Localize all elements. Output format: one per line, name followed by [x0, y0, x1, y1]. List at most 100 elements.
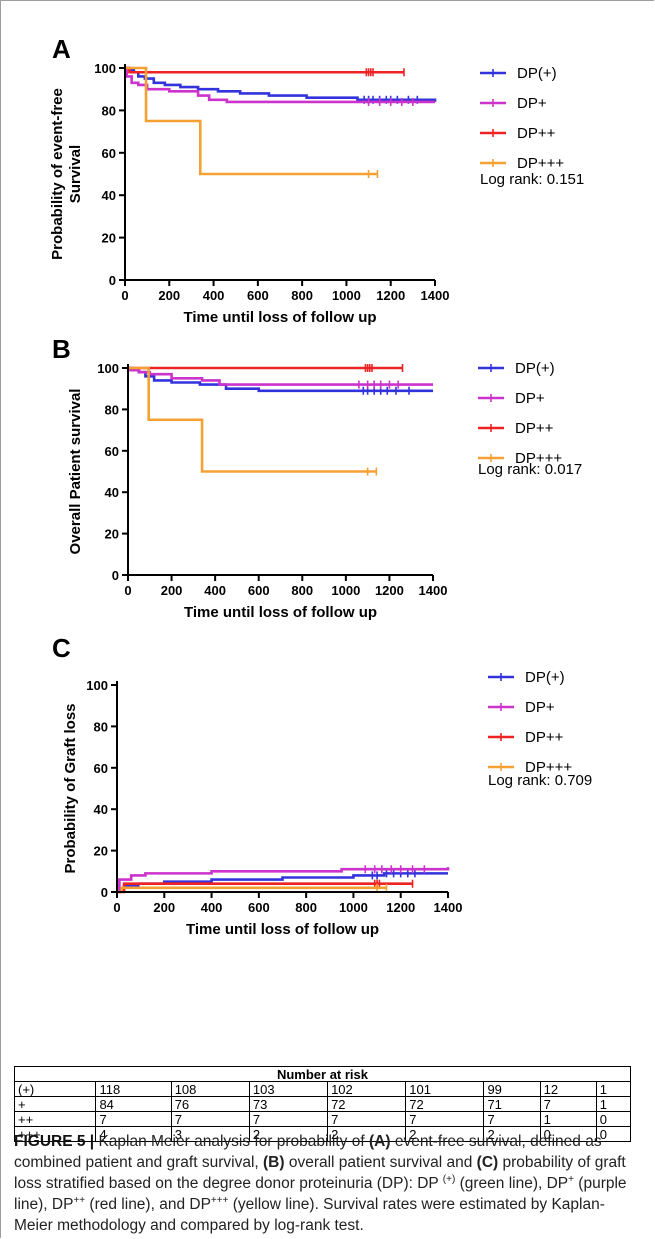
- series-line-DP+: [125, 66, 435, 104]
- x-tick-label: 1200: [376, 288, 405, 303]
- caption-ref-a: (A): [368, 1133, 391, 1150]
- caption-label: FIGURE 5 |: [14, 1133, 95, 1150]
- log-rank-annotation: Log rank: 0.709: [488, 772, 592, 789]
- x-tick-label: 600: [248, 900, 270, 915]
- y-tick-label: 100: [86, 678, 108, 693]
- caption-text: probability of graft loss stratified bas…: [14, 1154, 626, 1192]
- x-tick-label: 1000: [339, 900, 368, 915]
- risk-table-row: ++ 7 7 7 7 7 7 1 0: [13, 1111, 632, 1127]
- risk-cell: 99: [483, 1081, 541, 1097]
- risk-cell: 102: [327, 1081, 407, 1097]
- x-axis-title: Time until loss of follow up: [184, 604, 377, 621]
- caption-ref-b: (B): [263, 1154, 285, 1171]
- series-line-DP+++: [128, 366, 377, 473]
- legend-label: DP+++: [515, 450, 562, 467]
- y-tick-label: 80: [105, 402, 119, 417]
- caption-superscript: ++: [73, 1194, 86, 1206]
- risk-row-label: +++: [13, 1126, 97, 1142]
- risk-row-label: +: [13, 1096, 97, 1112]
- legend-label: DP+: [517, 95, 547, 112]
- x-tick-label: 0: [113, 900, 120, 915]
- y-tick-label: 80: [94, 719, 108, 734]
- risk-cell: 7: [170, 1111, 250, 1127]
- caption-text: overall patient survival and: [284, 1154, 477, 1171]
- x-tick-label: 1000: [332, 288, 361, 303]
- x-axis-title: Time until loss of follow up: [186, 921, 379, 938]
- x-tick-label: 1000: [331, 583, 360, 598]
- y-tick-label: 60: [94, 761, 108, 776]
- x-tick-label: 600: [247, 288, 269, 303]
- y-axis-title: Overall Patient survival: [67, 389, 84, 555]
- series-line-DP+: [117, 867, 450, 894]
- legend-label: DP++: [515, 420, 554, 437]
- x-tick-label: 400: [204, 583, 226, 598]
- x-tick-label: 0: [121, 288, 128, 303]
- risk-cell: 1: [595, 1096, 632, 1112]
- legend-label: DP(+): [515, 360, 555, 377]
- legend-label: DP(+): [517, 65, 557, 82]
- y-tick-label: 60: [102, 146, 116, 161]
- series-line-DP+: [128, 366, 433, 386]
- x-tick-label: 200: [161, 583, 183, 598]
- risk-cell: 12: [539, 1081, 597, 1097]
- risk-cell: 4: [95, 1126, 172, 1142]
- y-tick-label: 100: [97, 361, 119, 376]
- y-tick-label: 20: [105, 527, 119, 542]
- risk-cell: 72: [327, 1096, 407, 1112]
- x-tick-label: 1400: [419, 583, 448, 598]
- y-tick-label: 0: [112, 568, 119, 583]
- x-tick-label: 1200: [375, 583, 404, 598]
- panel-letter-c: C: [52, 633, 71, 663]
- risk-table-row: +++ 4 3 2 2 2 2 0 0: [13, 1126, 632, 1142]
- x-tick-label: 200: [158, 288, 180, 303]
- caption-ref-c: (C): [476, 1154, 499, 1171]
- caption-text: (purple line), DP: [14, 1175, 627, 1213]
- figure-caption: FIGURE 5 | Kaplan Meier analysis for pro…: [14, 1131, 642, 1236]
- x-tick-label: 1400: [421, 288, 450, 303]
- caption-superscript: +++: [210, 1194, 229, 1206]
- y-tick-label: 0: [109, 273, 116, 288]
- risk-cell: 0: [595, 1126, 632, 1142]
- x-axis-title: Time until loss of follow up: [183, 309, 376, 326]
- caption-text: (red line), and DP: [85, 1196, 211, 1213]
- caption-superscript: (+): [442, 1173, 456, 1185]
- y-tick-label: 100: [94, 61, 116, 76]
- risk-cell: 72: [405, 1096, 485, 1112]
- risk-cell: 7: [539, 1096, 597, 1112]
- risk-cell: 7: [327, 1111, 407, 1127]
- caption-text: (yellow line). Survival rates were estim…: [14, 1196, 605, 1234]
- log-rank-annotation: Log rank: 0.017: [478, 461, 582, 478]
- y-axis-title: Probability of Graft loss: [62, 703, 79, 873]
- y-tick-label: 40: [105, 485, 119, 500]
- risk-cell: 84: [95, 1096, 172, 1112]
- risk-table-row: (+) 118 108 103 102 101 99 12 1: [13, 1081, 632, 1097]
- risk-row-label: ++: [13, 1111, 97, 1127]
- risk-row-label: (+): [13, 1081, 97, 1097]
- risk-cell: 0: [595, 1111, 632, 1127]
- legend-label: DP+++: [525, 759, 572, 776]
- caption-text: event-free survival, defined as combined…: [14, 1133, 602, 1171]
- x-tick-label: 800: [291, 583, 313, 598]
- y-tick-label: 40: [102, 188, 116, 203]
- legend-label: DP+: [515, 390, 545, 407]
- risk-table-title: Number at risk: [14, 1066, 631, 1082]
- risk-cell: 1: [539, 1111, 597, 1127]
- series-line-DP+++: [125, 66, 378, 176]
- risk-table-row: +84 76 73 72 72 71 7 1: [13, 1096, 632, 1112]
- legend-label: DP+++: [517, 155, 564, 172]
- risk-cell: 7: [405, 1111, 485, 1127]
- y-axis-title: Survival: [67, 145, 84, 203]
- risk-cell: 108: [170, 1081, 250, 1097]
- risk-cell: 71: [483, 1096, 541, 1112]
- panel-letter-a: A: [52, 34, 71, 64]
- y-tick-label: 60: [105, 444, 119, 459]
- risk-cell: 73: [248, 1096, 329, 1112]
- y-tick-label: 40: [94, 802, 108, 817]
- x-tick-label: 800: [295, 900, 317, 915]
- x-tick-label: 800: [291, 288, 313, 303]
- risk-cell: 0: [539, 1126, 597, 1142]
- x-tick-label: 400: [203, 288, 225, 303]
